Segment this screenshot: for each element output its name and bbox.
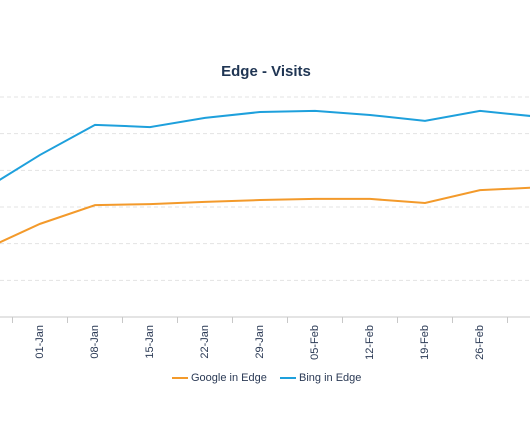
chart-title: Edge - Visits <box>221 63 311 80</box>
x-tick-label: 08-Jan <box>89 325 101 359</box>
x-tick-label: 26-Feb <box>474 325 486 360</box>
x-tick-label: 19-Feb <box>419 325 431 360</box>
x-tick-label: 01-Jan <box>34 325 46 359</box>
x-tick-label: 05-Feb <box>309 325 321 360</box>
legend-label: Bing in Edge <box>299 372 361 384</box>
x-tick-label: 22-Jan <box>199 325 211 359</box>
x-tick-label: 29-Jan <box>254 325 266 359</box>
series-line <box>0 109 530 181</box>
series-line <box>0 186 530 244</box>
legend-label: Google in Edge <box>191 372 267 384</box>
x-tick-label: 12-Feb <box>364 325 376 360</box>
x-tick-label: 15-Jan <box>144 325 156 359</box>
